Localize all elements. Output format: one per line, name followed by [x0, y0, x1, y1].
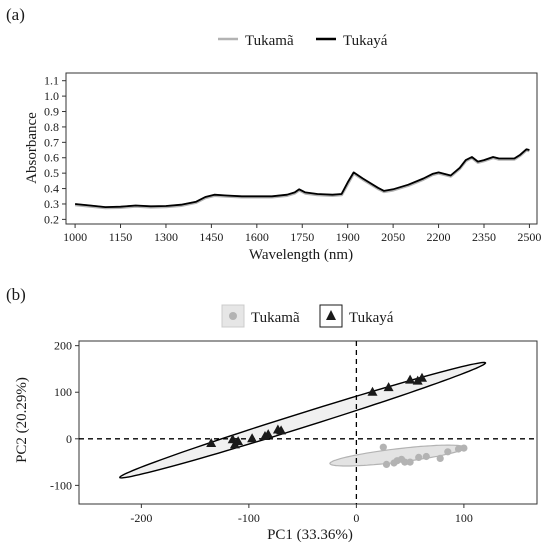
tukaya-point: [233, 436, 244, 446]
plot-b-points: [206, 372, 468, 468]
x-tick-label-0: 0: [353, 511, 359, 525]
panel-b-label: (b): [6, 285, 26, 304]
tukaya-point: [247, 433, 258, 443]
tukama-point: [444, 448, 452, 456]
legend-b-tukama-marker: [229, 312, 237, 320]
tukama-point: [454, 445, 463, 453]
plot-b-ellipses: [119, 361, 487, 479]
x-tick-label-2500: 2500: [517, 230, 541, 244]
legend-a-tukama-label: Tukamã: [245, 33, 294, 49]
y-tick-label-8: 1.0: [44, 89, 59, 103]
x-tick-label-2200: 2200: [427, 230, 451, 244]
plot-a-frame: [65, 72, 538, 225]
plot-a-xlabel: Wavelength (nm): [249, 247, 353, 263]
x-tick-label-1300: 1300: [154, 230, 178, 244]
x-tick-label-1450: 1450: [199, 230, 223, 244]
plot-b-xlabel: PC1 (33.36%): [267, 527, 353, 543]
y-tick-label-200: 200: [54, 339, 72, 353]
tukaya-point: [276, 425, 287, 435]
confidence-ellipse-tukaya: [119, 361, 487, 479]
y-tick-label-2: 0.4: [44, 182, 59, 196]
tukama-point: [436, 454, 444, 462]
tukama-point: [382, 460, 391, 468]
tukaya-point: [383, 382, 394, 392]
tukama-point: [401, 458, 409, 466]
plot-b-axes: -200 -100 0 100 -100 0 100 200: [50, 339, 473, 525]
plot-b-frame: [78, 340, 538, 505]
legend-b: Tukamã Tukayá: [221, 304, 394, 328]
x-tick-label-1900: 1900: [336, 230, 360, 244]
plot-a-ylabel: Absorbance: [24, 112, 40, 184]
y-tick-label-0: 0: [66, 432, 72, 446]
plot-b-ylabel: PC2 (20.29%): [14, 377, 30, 463]
series-line-tukaya: [75, 148, 530, 208]
tukaya-point: [206, 438, 217, 447]
x-tick-label--100: -100: [238, 511, 260, 525]
tukaya-point: [405, 374, 416, 384]
tukama-point: [406, 458, 414, 466]
x-tick-label-1150: 1150: [109, 230, 133, 244]
confidence-ellipse-tukama: [329, 444, 466, 467]
legend-b-tukama-label: Tukamã: [251, 310, 300, 326]
y-tick-label-1: 0.3: [44, 197, 59, 211]
tukama-point: [460, 444, 468, 452]
tukaya-point: [412, 375, 423, 385]
x-tick-label-2050: 2050: [381, 230, 405, 244]
tukaya-point: [263, 429, 274, 439]
plot-b-reference-lines: [79, 341, 537, 504]
tukama-point: [415, 453, 423, 461]
y-tick-label-100: 100: [54, 385, 72, 399]
x-tick-label-2350: 2350: [472, 230, 496, 244]
pca-plot: -200 -100 0 100 -100 0 100 200 PC1 (33.36%) PC2…: [14, 339, 538, 543]
legend-a: Tukamã Tukayá: [218, 33, 388, 49]
y-tick-label-7: 0.9: [44, 105, 59, 119]
tukaya-point: [367, 386, 378, 396]
y-tick-label-6: 0.8: [44, 120, 59, 134]
tukama-point: [422, 452, 430, 461]
x-tick-label-100: 100: [455, 511, 473, 525]
legend-b-tukaya-label: Tukayá: [349, 310, 394, 326]
tukaya-point: [417, 372, 427, 382]
x-tick-label--200: -200: [130, 511, 152, 525]
series-line-tukama: [74, 148, 530, 210]
tukama-point: [379, 443, 387, 451]
y-tick-label-4: 0.6: [44, 151, 59, 165]
y-tick-label-3: 0.5: [44, 166, 59, 180]
legend-a-tukaya-label: Tukayá: [343, 33, 388, 49]
plot-a-axes: 1000 1150 1300 1450 1600 1750 1900 2050 2200 2350…: [44, 74, 541, 244]
x-tick-label-1600: 1600: [245, 230, 269, 244]
x-tick-label-1750: 1750: [290, 230, 314, 244]
legend-b-tukaya-marker: [326, 310, 336, 320]
y-tick-label-5: 0.7: [44, 135, 59, 149]
y-tick-label-0: 0.2: [44, 212, 59, 226]
panel-a-label: (a): [6, 5, 25, 24]
x-tick-label-1000: 1000: [63, 230, 87, 244]
y-tick-label--100: -100: [50, 478, 72, 492]
spectra-plot: 1000 1150 1300 1450 1600 1750 1900 2050 2200 2350…: [24, 72, 541, 263]
y-tick-label-9: 1.1: [44, 74, 59, 88]
plot-a-series: [74, 148, 530, 210]
